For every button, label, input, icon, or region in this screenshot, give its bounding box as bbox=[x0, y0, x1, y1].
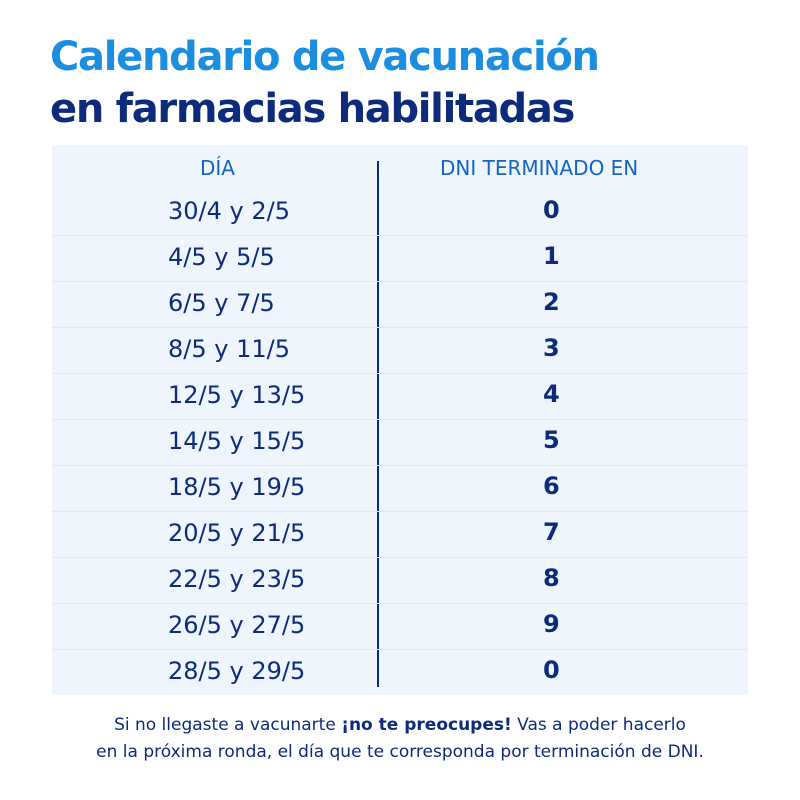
table-row: 22/5 y 23/5 8 bbox=[52, 559, 748, 604]
footer-text-end: Vas a poder hacerlo bbox=[511, 715, 686, 735]
dni-digit-cell: 4 bbox=[543, 380, 560, 408]
page-title-line-2: en farmacias habilitadas bbox=[50, 86, 575, 132]
table-row: 28/5 y 29/5 0 bbox=[52, 651, 748, 696]
row-separator bbox=[52, 557, 748, 558]
dni-digit-cell: 9 bbox=[543, 610, 560, 638]
day-cell: 26/5 y 27/5 bbox=[168, 611, 306, 639]
row-separator bbox=[52, 649, 748, 650]
day-cell: 14/5 y 15/5 bbox=[168, 427, 306, 455]
table-row: 12/5 y 13/5 4 bbox=[52, 375, 748, 420]
column-header-day: DÍA bbox=[200, 156, 235, 180]
table-row: 8/5 y 11/5 3 bbox=[52, 329, 748, 374]
row-separator bbox=[52, 235, 748, 236]
table-row: 4/5 y 5/5 1 bbox=[52, 237, 748, 282]
table-row: 20/5 y 21/5 7 bbox=[52, 513, 748, 558]
day-cell: 20/5 y 21/5 bbox=[168, 519, 306, 547]
dni-digit-cell: 0 bbox=[543, 196, 560, 224]
footer-line-2: en la próxima ronda, el día que te corre… bbox=[96, 742, 704, 762]
column-header-dni: DNI TERMINADO EN bbox=[440, 156, 639, 180]
dni-digit-cell: 3 bbox=[543, 334, 560, 362]
day-cell: 6/5 y 7/5 bbox=[168, 289, 275, 317]
dni-digit-cell: 1 bbox=[543, 242, 560, 270]
table-row: 30/4 y 2/5 0 bbox=[52, 191, 748, 236]
dni-digit-cell: 7 bbox=[543, 518, 560, 546]
day-cell: 30/4 y 2/5 bbox=[168, 197, 290, 225]
table-row: 18/5 y 19/5 6 bbox=[52, 467, 748, 512]
day-cell: 22/5 y 23/5 bbox=[168, 565, 306, 593]
day-cell: 18/5 y 19/5 bbox=[168, 473, 306, 501]
dni-digit-cell: 5 bbox=[543, 426, 560, 454]
page-title-line-1: Calendario de vacunación bbox=[50, 34, 600, 80]
day-cell: 8/5 y 11/5 bbox=[168, 335, 290, 363]
table-row: 6/5 y 7/5 2 bbox=[52, 283, 748, 328]
vaccination-schedule-table: DÍA DNI TERMINADO EN 30/4 y 2/5 0 4/5 y 5/… bbox=[52, 145, 748, 695]
dni-digit-cell: 8 bbox=[543, 564, 560, 592]
day-cell: 28/5 y 29/5 bbox=[168, 657, 306, 685]
table-row: 14/5 y 15/5 5 bbox=[52, 421, 748, 466]
column-divider bbox=[377, 161, 379, 687]
table-row: 26/5 y 27/5 9 bbox=[52, 605, 748, 650]
row-separator bbox=[52, 373, 748, 374]
row-separator bbox=[52, 603, 748, 604]
day-cell: 4/5 y 5/5 bbox=[168, 243, 275, 271]
day-cell: 12/5 y 13/5 bbox=[168, 381, 306, 409]
footer-emphasis: ¡no te preocupes! bbox=[341, 715, 512, 735]
dni-digit-cell: 2 bbox=[543, 288, 560, 316]
footer-text-start: Si no llegaste a vacunarte bbox=[114, 715, 342, 735]
row-separator bbox=[52, 281, 748, 282]
row-separator bbox=[52, 511, 748, 512]
row-separator bbox=[52, 327, 748, 328]
row-separator bbox=[52, 465, 748, 466]
dni-digit-cell: 0 bbox=[543, 656, 560, 684]
dni-digit-cell: 6 bbox=[543, 472, 560, 500]
row-separator bbox=[52, 419, 748, 420]
footer-note: Si no llegaste a vacunarte ¡no te preocu… bbox=[0, 712, 800, 766]
